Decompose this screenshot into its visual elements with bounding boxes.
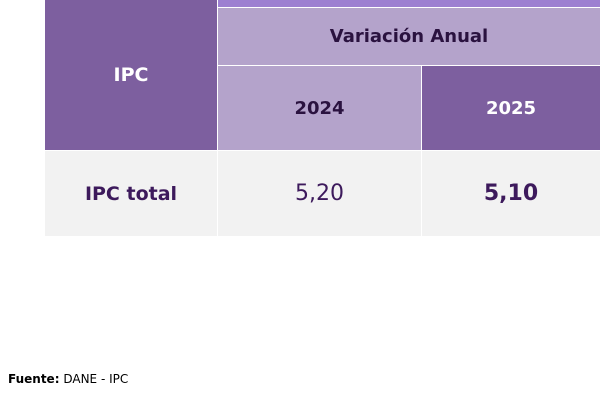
column-header: 2025 — [422, 66, 600, 150]
group-header: Variación Anual — [218, 8, 600, 65]
row-label-text: IPC total — [84, 182, 178, 205]
corner-text: IPC — [113, 64, 149, 86]
cell-text: 5,10 — [483, 181, 539, 206]
cell-text: 5,20 — [295, 181, 344, 206]
column-text: 2025 — [485, 97, 537, 119]
row-label: IPC total — [45, 151, 217, 236]
table-cell: 5,20 — [218, 151, 421, 236]
footer: Fuente: DANE - IPC — [8, 372, 128, 386]
group-text: Variación Anual — [329, 26, 489, 47]
table-cell: 5,10 — [422, 151, 600, 236]
column-text: 2024 — [294, 97, 345, 119]
footer-text: DANE - IPC — [63, 372, 129, 386]
column-header: 2024 — [218, 66, 421, 150]
top-strip — [218, 0, 600, 7]
corner-header: IPC — [45, 0, 217, 150]
footer-label: Fuente: — [8, 372, 60, 386]
